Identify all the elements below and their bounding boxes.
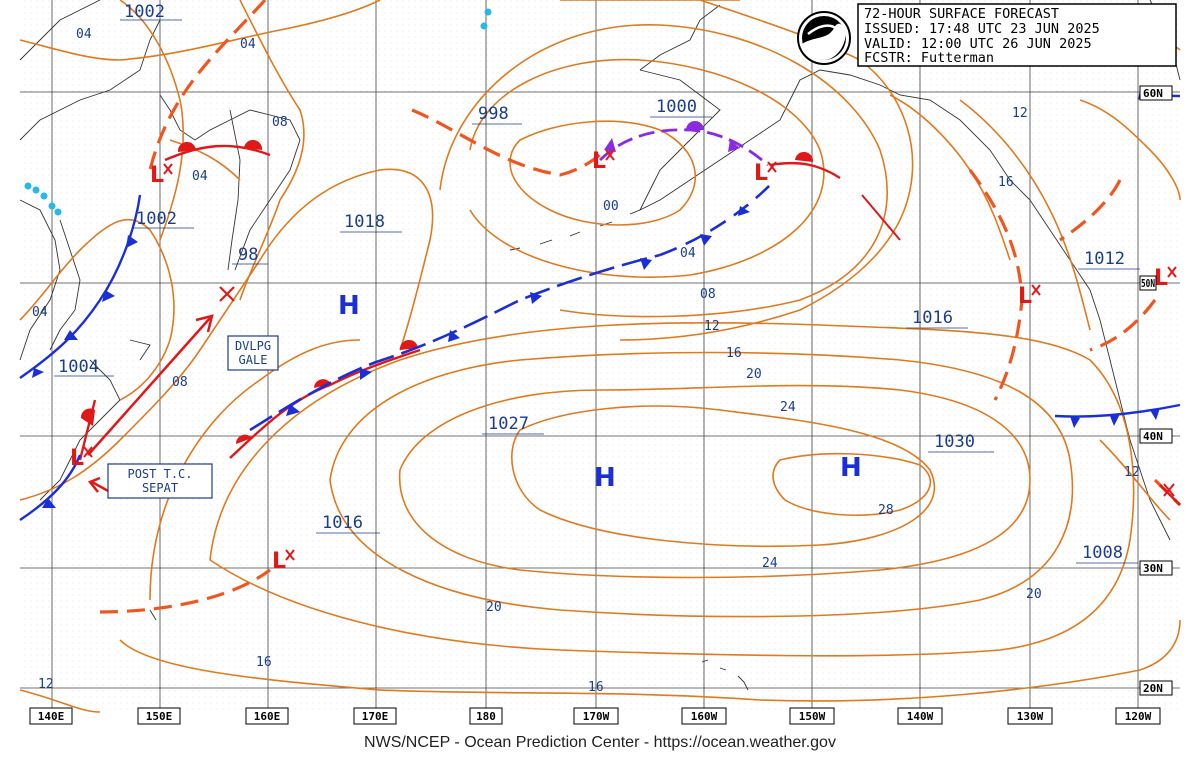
svg-text:L: L	[150, 163, 164, 188]
latitude-label: 60N	[1143, 87, 1163, 100]
low-symbol: L	[70, 446, 93, 471]
map-background	[20, 0, 1180, 712]
low-symbol	[1163, 483, 1175, 497]
low-symbol: L	[1018, 284, 1041, 309]
pressure-label: 1012	[1084, 249, 1125, 269]
isobar-label: 12	[1124, 465, 1140, 480]
pressure-label: 1000	[656, 97, 697, 117]
longitude-label: 150W	[799, 710, 826, 723]
latitude-label: 30N	[1143, 562, 1163, 575]
isobar-label: 04	[680, 246, 696, 261]
isobar-label: 04	[192, 169, 208, 184]
gale-annotation: DVLPG GALE	[227, 335, 279, 371]
occluded-front	[599, 121, 769, 167]
low-symbols: L L L L L L L	[70, 149, 1177, 574]
low-symbol: L	[150, 163, 173, 188]
forecast-title: 72-HOUR SURFACE FORECAST	[864, 6, 1059, 22]
svg-text:L: L	[1154, 266, 1168, 291]
forecast-issued: ISSUED: 17:48 UTC 23 JUN 2025	[864, 21, 1100, 37]
longitude-label: 140E	[38, 710, 65, 723]
longitude-label: 170W	[583, 710, 610, 723]
isobar-label: 12	[38, 677, 54, 692]
low-symbol: L	[592, 149, 615, 174]
pressure-label: 1027	[488, 414, 529, 434]
high-symbol: H	[840, 453, 862, 483]
svg-text:L: L	[272, 549, 286, 574]
longitude-label: 160W	[691, 710, 718, 723]
low-symbol: L	[754, 161, 777, 186]
isobar-label: 16	[588, 680, 604, 695]
isobar-label: 20	[486, 600, 502, 615]
pressure-label: 1016	[322, 513, 363, 533]
low-symbol: L	[272, 549, 295, 574]
lat-lon-grid	[20, 0, 1180, 712]
isobar-label: 24	[762, 556, 778, 571]
pressure-label: 1016	[912, 308, 953, 328]
gale-line-2: GALE	[239, 353, 268, 367]
isobar-label: 04	[76, 27, 92, 42]
storm-track-arrows	[87, 314, 214, 494]
pressure-label: 1008	[1082, 543, 1123, 563]
low-symbol: L	[1154, 266, 1177, 291]
latitude-label: 20N	[1143, 682, 1163, 695]
svg-text:L: L	[754, 161, 768, 186]
post-tc-line-1: POST T.C.	[127, 467, 192, 481]
pressure-label: 1002	[136, 209, 177, 229]
cyan-markers	[24, 8, 492, 216]
pressure-labels: 1002 1002 98 1004 1018 998 1000 1027 101…	[54, 2, 1140, 564]
isobar-label: 20	[746, 367, 762, 382]
coastlines	[19, 0, 1181, 691]
longitude-label: 160E	[254, 710, 281, 723]
forecast-header: 72-HOUR SURFACE FORECAST ISSUED: 17:48 U…	[857, 3, 1177, 67]
isobar-label: 08	[272, 115, 288, 130]
isobar-label: 08	[172, 375, 188, 390]
high-symbol: H	[338, 291, 360, 321]
post-tc-line-2: SEPAT	[142, 481, 178, 495]
noaa-logo	[797, 11, 851, 65]
longitude-label: 140W	[907, 710, 934, 723]
longitude-label: 120W	[1125, 710, 1152, 723]
longitude-label: 180	[476, 710, 496, 723]
pressure-label: 1004	[58, 357, 99, 377]
latitude-label: 40N	[1143, 430, 1163, 443]
longitude-label: 150E	[146, 710, 173, 723]
longitude-label: 170E	[362, 710, 389, 723]
longitude-labels: 140E 150E 160E 170E 180 170W 160W 150W 1…	[29, 707, 1161, 725]
svg-text:L: L	[70, 446, 84, 471]
latitude-labels: 60N 50N 40N 30N 20N	[1139, 85, 1173, 696]
pressure-label: 998	[478, 104, 509, 124]
longitude-label: 130W	[1017, 710, 1044, 723]
svg-text:L: L	[592, 149, 606, 174]
low-x-markers	[219, 286, 235, 302]
high-symbols: H H H	[338, 291, 862, 493]
svg-text:L: L	[1018, 284, 1032, 309]
gale-line-1: DVLPG	[235, 339, 271, 353]
isobar-label: 24	[780, 400, 796, 415]
pressure-label: 1002	[124, 2, 165, 22]
isobar-label: 12	[1012, 106, 1028, 121]
post-tc-annotation: POST T.C. SEPAT	[107, 463, 213, 499]
warm-fronts	[78, 139, 1181, 506]
isobar-label: 20	[1026, 587, 1042, 602]
isobar-label: 04	[32, 305, 48, 320]
isobar-label: 04	[240, 37, 256, 52]
pressure-label: 1018	[344, 212, 385, 232]
isobar-label: 16	[256, 655, 272, 670]
high-symbol: H	[594, 463, 616, 493]
isobar-label: 28	[878, 503, 894, 518]
cold-fronts	[19, 88, 1181, 521]
isobar-label: 08	[700, 287, 716, 302]
isobar-label: 16	[998, 175, 1014, 190]
footer-credit: NWS/NCEP - Ocean Prediction Center - htt…	[364, 734, 836, 751]
isobar-labels: 04 04 08 04 04 08 00 04 08 12 16 20 24 2…	[32, 27, 1140, 695]
isobar-label: 00	[603, 199, 619, 214]
pressure-label: 98	[238, 245, 258, 265]
forecast-forecaster: FCSTR: Futterman	[864, 50, 994, 66]
isobar-label: 12	[704, 319, 720, 334]
isobar-label: 16	[726, 346, 742, 361]
latitude-label: 50N	[1141, 277, 1155, 290]
forecast-valid: VALID: 12:00 UTC 26 JUN 2025	[864, 36, 1092, 52]
pressure-label: 1030	[934, 432, 975, 452]
